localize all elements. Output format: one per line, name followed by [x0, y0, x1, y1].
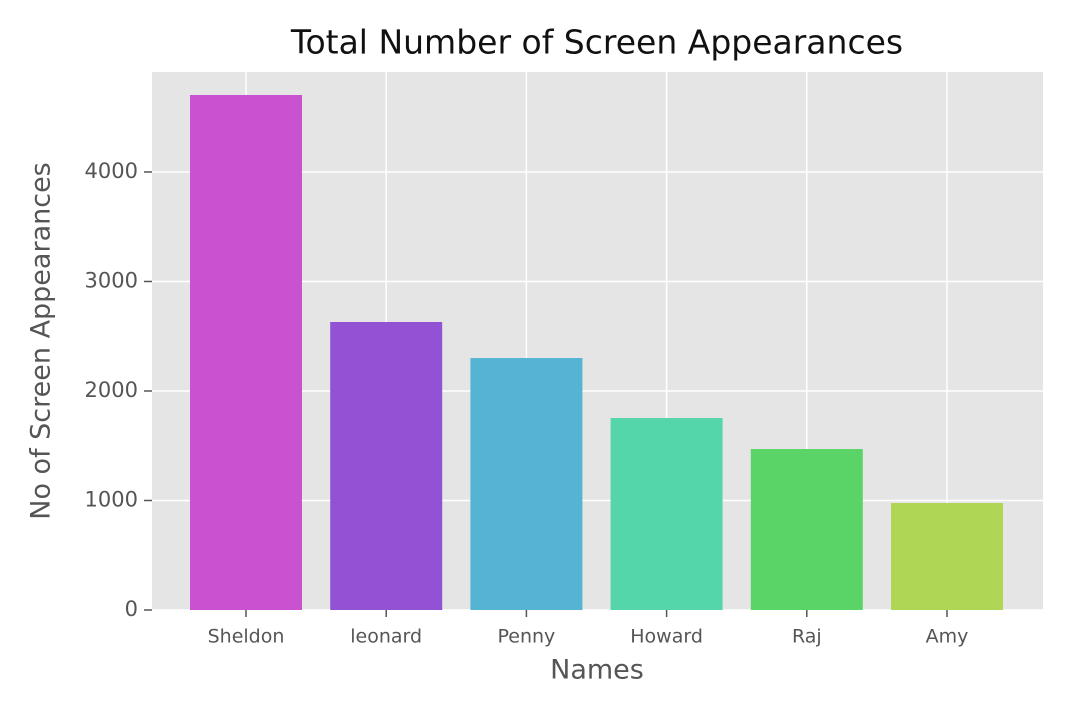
x-tick-label: Howard — [630, 626, 703, 648]
y-axis-label: No of Screen Appearances — [26, 162, 57, 520]
x-tick-label: Penny — [497, 626, 555, 648]
y-tick-label: 4000 — [85, 159, 138, 183]
chart-title: Total Number of Screen Appearances — [290, 23, 903, 62]
x-tick-label: Raj — [792, 626, 822, 648]
x-tick-label: Sheldon — [208, 626, 285, 648]
bar — [750, 449, 863, 610]
x-tick-label: leonard — [350, 626, 422, 648]
bar — [330, 322, 443, 610]
y-tick-label: 0 — [125, 597, 138, 621]
x-axis-label: Names — [550, 655, 644, 686]
bar — [610, 418, 723, 610]
y-tick-label: 3000 — [85, 268, 138, 292]
bar — [891, 503, 1003, 610]
bar — [190, 94, 302, 610]
bar — [470, 358, 583, 610]
y-tick-label: 2000 — [85, 378, 138, 402]
x-tick-label: Amy — [926, 626, 969, 648]
y-tick-label: 1000 — [85, 487, 138, 511]
